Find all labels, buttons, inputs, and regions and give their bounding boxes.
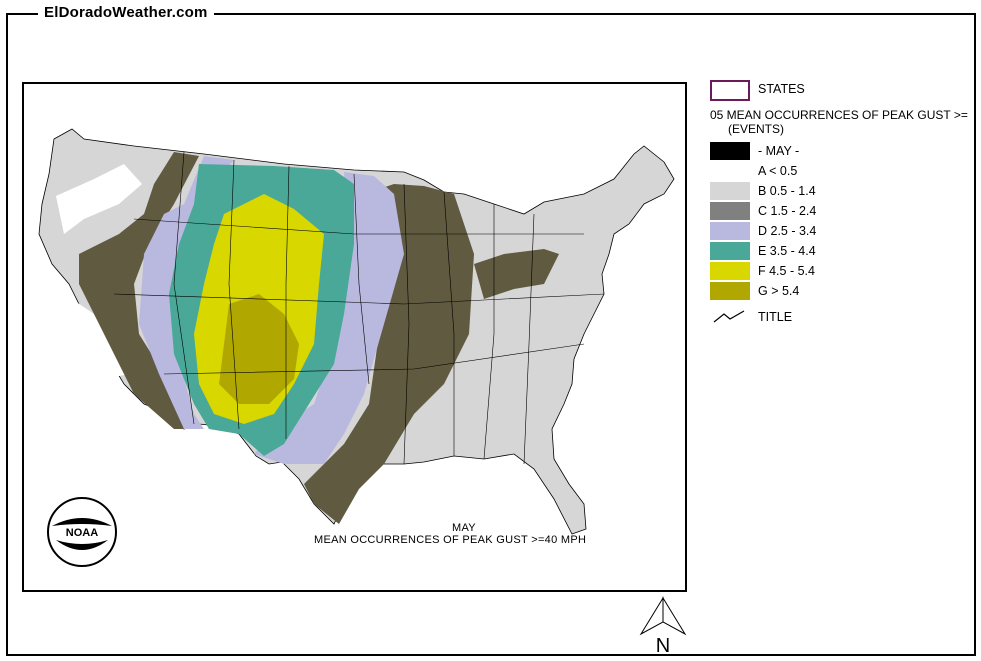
legend-class-swatch bbox=[710, 162, 750, 180]
legend-month-label: - MAY - bbox=[758, 144, 800, 158]
zone-C-plains bbox=[304, 184, 474, 524]
legend-class-swatch bbox=[710, 242, 750, 260]
state-lines bbox=[113, 151, 605, 465]
caption-month: MAY bbox=[452, 522, 476, 534]
site-title: ElDoradoWeather.com bbox=[38, 4, 214, 21]
map-panel: NOAA MAY MEAN OCCURRENCES OF PEAK GUST >… bbox=[22, 82, 687, 592]
legend-class-label: G > 5.4 bbox=[758, 284, 800, 298]
zone-C-greatlakes bbox=[474, 249, 559, 299]
zone-D-east bbox=[254, 172, 404, 464]
legend-class-swatch bbox=[710, 282, 750, 300]
legend-class-label: A < 0.5 bbox=[758, 164, 798, 178]
north-label: N bbox=[656, 635, 670, 656]
legend-title: 05 MEAN OCCURRENCES OF PEAK GUST >= (EVE… bbox=[710, 108, 981, 136]
zone-A-pacific bbox=[56, 164, 142, 234]
legend-title-line2: (EVENTS) bbox=[728, 122, 785, 136]
legend-class-label: E 3.5 - 4.4 bbox=[758, 244, 816, 258]
legend-class-swatch bbox=[710, 182, 750, 200]
zone-A-california bbox=[72, 299, 129, 379]
zone-D-west bbox=[139, 156, 234, 429]
caption-title: MEAN OCCURRENCES OF PEAK GUST >=40 MPH bbox=[314, 534, 587, 546]
zone-G bbox=[219, 294, 299, 404]
legend-class-label: F 4.5 - 5.4 bbox=[758, 264, 815, 278]
states-swatch bbox=[710, 80, 750, 101]
legend-class-label: C 1.5 - 2.4 bbox=[758, 204, 817, 218]
us-map bbox=[38, 128, 675, 535]
legend-class-swatch bbox=[710, 202, 750, 220]
north-arrow: N bbox=[637, 596, 689, 661]
legend-title-symbol-label: TITLE bbox=[758, 310, 793, 324]
legend-class-swatch bbox=[710, 262, 750, 280]
legend-class-swatch bbox=[710, 222, 750, 240]
noaa-logo-text: NOAA bbox=[66, 527, 98, 539]
zone-C-west bbox=[79, 152, 199, 429]
month-swatch bbox=[710, 142, 750, 160]
outer-frame bbox=[6, 13, 976, 656]
map-caption: MAY MEAN OCCURRENCES OF PEAK GUST >=40 M… bbox=[314, 522, 634, 546]
legend-states-label: STATES bbox=[758, 82, 805, 96]
title-line-icon bbox=[713, 310, 745, 323]
legend-title-line1: 05 MEAN OCCURRENCES OF PEAK GUST >= bbox=[710, 108, 968, 122]
legend-class-label: B 0.5 - 1.4 bbox=[758, 184, 816, 198]
legend-class-label: D 2.5 - 3.4 bbox=[758, 224, 817, 238]
